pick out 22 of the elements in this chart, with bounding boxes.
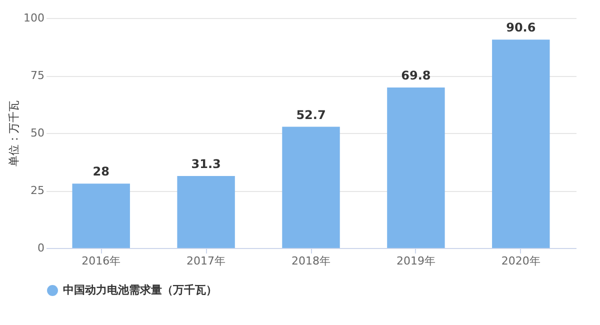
y-tick-label: 50 xyxy=(30,126,44,140)
x-tick-label: 2020年 xyxy=(501,254,540,268)
data-label: 52.7 xyxy=(296,108,326,122)
y-tick-label: 75 xyxy=(30,69,44,82)
bar xyxy=(177,176,235,248)
y-axis-title: 单位：万千瓦 xyxy=(8,100,21,166)
bar xyxy=(492,40,550,248)
legend-label: 中国动力电池需求量（万千瓦） xyxy=(63,284,217,296)
bar xyxy=(387,87,445,248)
data-label: 69.8 xyxy=(401,68,431,82)
y-tick-label: 100 xyxy=(24,12,44,24)
x-tick-label: 2016年 xyxy=(82,254,121,268)
data-label: 28 xyxy=(92,164,110,179)
bar xyxy=(72,184,130,248)
data-label: 31.3 xyxy=(191,157,221,172)
y-tick-label: 25 xyxy=(30,184,44,197)
bar xyxy=(282,126,340,248)
x-tick-label: 2018年 xyxy=(292,254,330,268)
x-tick-label: 2017年 xyxy=(186,254,226,268)
x-tick-label: 2019年 xyxy=(396,254,436,268)
data-label: 90.6 xyxy=(506,20,536,35)
y-tick-label: 0 xyxy=(38,242,44,254)
